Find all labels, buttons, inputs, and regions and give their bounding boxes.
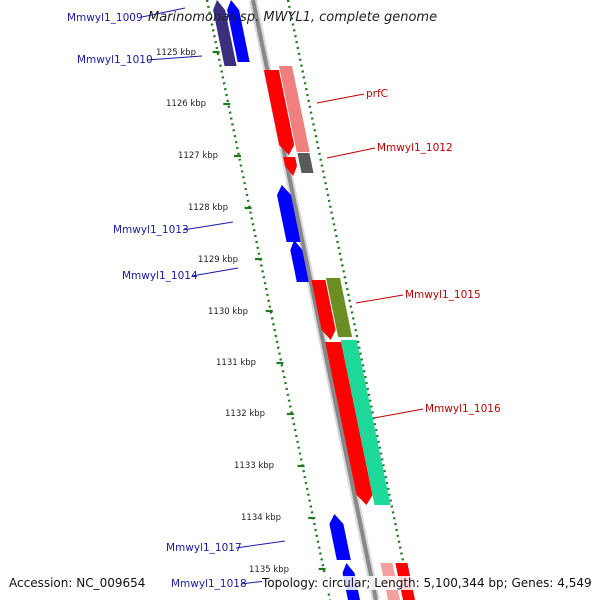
kbp-tick-label: 1132 kbp [225,409,266,419]
kbp-tick-label: 1128 kbp [188,203,229,213]
leader-mmwyl1-1016 [373,408,424,419]
leader-mmwyl1-1009 [141,7,186,18]
gene-label-mmwyl1-1018: Mmwyl1_1018 [171,578,247,590]
gene-label-prfc: prfC [366,88,389,100]
kbp-tick-label: 1127 kbp [178,151,219,161]
kbp-tick-label: 1129 kbp [198,255,239,265]
kbp-tick-label: 1131 kbp [216,358,257,368]
leader-mmwyl1-1014 [191,267,239,277]
cog-bar-mmwyl1-1015 [326,278,353,337]
cds-reverse-mmwyl1-1013 [277,185,301,242]
accession-text: Accession: NC_009654 [9,576,146,590]
gene-label-mmwyl1-1017: Mmwyl1_1017 [166,542,242,554]
kbp-tick-label: 1133 kbp [234,461,275,471]
cog-bar-mmwyl1-1012 [297,153,314,173]
leader-prfc [316,93,365,104]
cog-bar-prfc [279,66,310,152]
cds-reverse-mmwyl1-1014 [290,240,309,282]
cds-forward-mmwyl1-1016 [325,342,373,505]
leader-mmwyl1-1013 [182,221,234,231]
gc-rail-outer [286,0,413,600]
kbp-tick-label: 1125 kbp [156,48,197,58]
cds-forward-mmwyl1-1012 [283,157,297,176]
cds-reverse-mmwyl1-1009 [213,0,237,66]
kbp-tick-label: 1135 kbp [249,565,290,575]
gene-label-mmwyl1-1009: Mmwyl1_1009 [67,12,143,24]
gene-label-mmwyl1-1013: Mmwyl1_1013 [113,224,189,236]
kbp-tick-label: 1134 kbp [241,513,282,523]
cds-forward-mmwyl1-1015 [311,280,336,340]
gene-label-mmwyl1-1010: Mmwyl1_1010 [77,54,153,66]
kbp-tick-label: 1126 kbp [166,99,207,109]
gene-label-mmwyl1-1012: Mmwyl1_1012 [377,142,453,154]
gc-rail-inner [205,0,332,600]
cds-reverse-mmwyl1-1017 [329,514,351,560]
cog-bar-mmwyl1-1016 [340,340,391,505]
topology-text: Topology: circular; Length: 5,100,344 bp… [262,576,592,590]
gene-label-mmwyl1-1015: Mmwyl1_1015 [405,289,481,301]
cds-forward-prfc [263,70,295,155]
kbp-tick-label: 1130 kbp [208,307,249,317]
cds-reverse-mmwyl1-1010 [227,0,250,62]
gene-label-mmwyl1-1016: Mmwyl1_1016 [425,403,501,415]
leader-mmwyl1-1012 [326,147,376,159]
map-title: Marinomonas sp. MWYL1, complete genome [148,10,438,25]
leader-mmwyl1-1010 [146,55,203,61]
leader-mmwyl1-1017 [235,540,286,549]
gene-label-mmwyl1-1014: Mmwyl1_1014 [122,270,198,282]
leader-mmwyl1-1015 [355,294,404,304]
